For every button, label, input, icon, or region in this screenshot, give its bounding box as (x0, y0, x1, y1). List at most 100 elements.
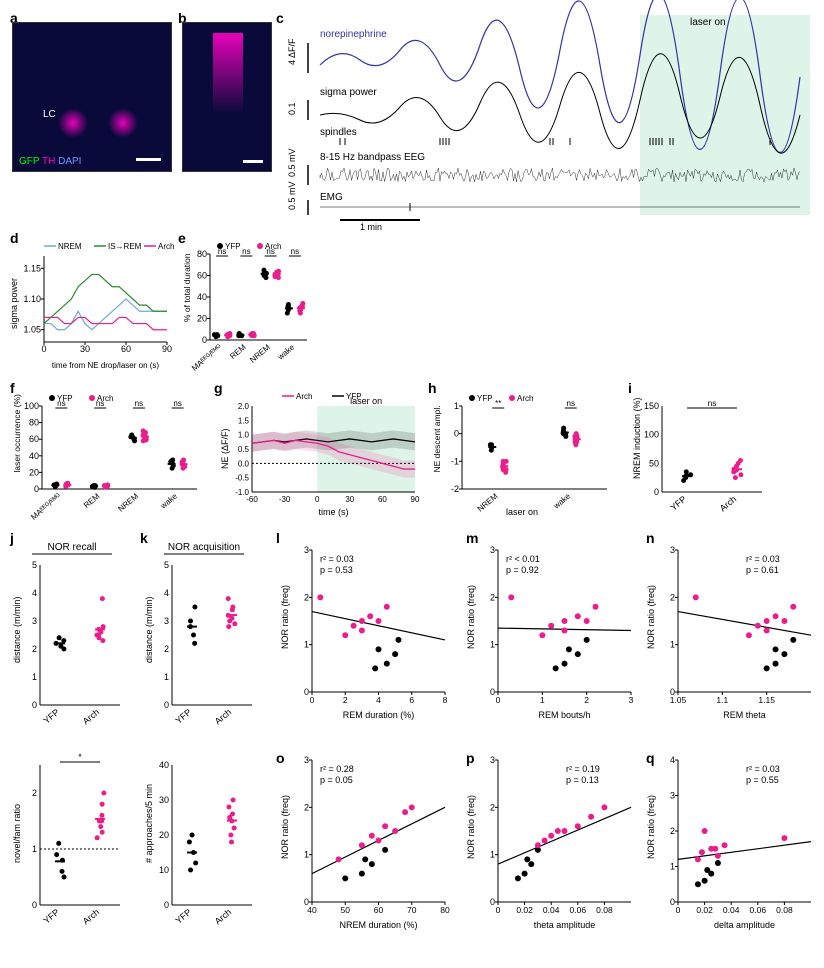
panel-c: laser on norepinephrine 4 ΔF/F sigma pow… (290, 15, 810, 225)
svg-text:YFP: YFP (41, 907, 61, 926)
svg-text:wake: wake (275, 342, 296, 362)
svg-text:0: 0 (676, 905, 681, 915)
svg-text:0: 0 (202, 335, 207, 345)
panel-a-micrograph: LC GFP TH DAPI (12, 22, 172, 172)
svg-text:YFP: YFP (668, 494, 688, 513)
svg-text:Arch: Arch (296, 392, 312, 401)
svg-text:10: 10 (159, 865, 169, 875)
svg-text:NOR ratio (freq): NOR ratio (freq) (280, 585, 290, 649)
svg-text:*: * (78, 752, 82, 762)
legend-dapi: DAPI (58, 156, 81, 167)
svg-text:2: 2 (164, 644, 169, 654)
svg-text:100: 100 (644, 430, 659, 440)
svg-text:NOR ratio (freq): NOR ratio (freq) (466, 585, 476, 649)
svg-text:20: 20 (29, 467, 39, 477)
svg-text:NREM: NREM (58, 242, 82, 251)
panel-p: 012300.020.040.060.08NOR ratio (freq)the… (466, 750, 636, 930)
svg-text:-1: -1 (451, 456, 459, 466)
svg-text:80: 80 (440, 905, 450, 915)
svg-text:30: 30 (345, 495, 354, 504)
svg-text:1.15: 1.15 (758, 695, 775, 705)
svg-text:0: 0 (654, 487, 659, 497)
svg-text:0.5 mV: 0.5 mV (287, 148, 297, 177)
svg-text:Arch: Arch (81, 707, 102, 727)
svg-text:theta amplitude: theta amplitude (534, 920, 596, 930)
svg-text:0: 0 (41, 344, 46, 354)
panel-j: NOR recall012345distance (m/min)YFPArch0… (12, 540, 132, 950)
svg-text:2: 2 (584, 695, 589, 705)
svg-text:0.04: 0.04 (723, 905, 740, 915)
svg-text:1.1: 1.1 (716, 695, 728, 705)
svg-text:NREM induction (%): NREM induction (%) (632, 397, 642, 479)
svg-text:0: 0 (34, 484, 39, 494)
panel-b-micrograph (182, 22, 272, 172)
svg-text:ns: ns (135, 399, 143, 408)
svg-text:MAᴱᴱᴳ/ᴱᴹᴳ: MAᴱᴱᴳ/ᴱᴹᴳ (190, 343, 223, 373)
svg-text:6: 6 (409, 695, 414, 705)
svg-text:80: 80 (29, 418, 39, 428)
svg-text:0.02: 0.02 (516, 905, 533, 915)
svg-text:1.05: 1.05 (23, 325, 41, 335)
svg-text:-30: -30 (279, 495, 291, 504)
svg-text:novel/fam ratio: novel/fam ratio (12, 804, 22, 863)
svg-text:delta amplitude: delta amplitude (714, 920, 775, 930)
svg-text:2: 2 (490, 592, 495, 602)
svg-text:-0.5: -0.5 (235, 474, 249, 483)
svg-text:1.0: 1.0 (238, 431, 250, 440)
svg-text:3: 3 (490, 545, 495, 555)
svg-text:3: 3 (490, 755, 495, 765)
panel-l: 012302468NOR ratio (freq)REM duration (%… (280, 540, 450, 720)
svg-text:r² = 0.19: r² = 0.19 (566, 764, 600, 774)
svg-text:p = 0.61: p = 0.61 (746, 565, 779, 575)
svg-text:0.04: 0.04 (543, 905, 560, 915)
svg-text:YFP: YFP (225, 242, 241, 251)
svg-text:NREM duration (%): NREM duration (%) (339, 920, 417, 930)
svg-text:2: 2 (32, 788, 37, 798)
svg-text:YFP: YFP (41, 707, 61, 726)
svg-text:0: 0 (315, 495, 320, 504)
svg-text:-60: -60 (246, 495, 258, 504)
svg-text:0.0: 0.0 (238, 459, 250, 468)
svg-text:0.02: 0.02 (696, 905, 713, 915)
svg-text:2: 2 (304, 802, 309, 812)
svg-text:0: 0 (454, 429, 459, 439)
panel-g: laser on-1.0-0.50.00.51.01.52.0-60-30030… (220, 392, 420, 517)
svg-text:8: 8 (443, 695, 448, 705)
svg-text:p = 0.53: p = 0.53 (320, 565, 353, 575)
svg-text:0: 0 (670, 897, 675, 907)
svg-text:2.0: 2.0 (238, 402, 250, 411)
svg-text:0: 0 (32, 900, 37, 910)
svg-text:REM: REM (228, 342, 248, 361)
svg-text:ns: ns (708, 399, 716, 408)
svg-text:p = 0.05: p = 0.05 (320, 775, 353, 785)
svg-text:NE (ΔF/F): NE (ΔF/F) (220, 428, 230, 469)
svg-text:0.5 mV: 0.5 mV (287, 181, 297, 210)
svg-text:Arch: Arch (97, 394, 113, 403)
svg-text:0: 0 (164, 700, 169, 710)
svg-text:5: 5 (164, 560, 169, 570)
svg-text:Arch: Arch (265, 242, 281, 251)
svg-text:distance (m/min): distance (m/min) (12, 596, 22, 663)
svg-text:p = 0.55: p = 0.55 (746, 775, 779, 785)
panel-o: 01234050607080NOR ratio (freq)NREM durat… (280, 750, 450, 930)
svg-text:4: 4 (32, 588, 37, 598)
svg-text:MAᴱᴱᴳ/ᴱᴹᴳ: MAᴱᴱᴳ/ᴱᴹᴳ (29, 492, 62, 522)
svg-text:time (s): time (s) (319, 507, 349, 517)
svg-text:0: 0 (490, 897, 495, 907)
svg-text:1: 1 (32, 672, 37, 682)
panel-k: NOR acquisition012345distance (m/min)YFP… (144, 540, 264, 950)
svg-text:30: 30 (80, 344, 90, 354)
svg-text:0: 0 (310, 695, 315, 705)
svg-text:0.5: 0.5 (238, 445, 250, 454)
svg-text:sigma power: sigma power (320, 87, 377, 98)
svg-text:EMG: EMG (320, 192, 343, 203)
svg-text:NOR ratio (freq): NOR ratio (freq) (646, 585, 656, 649)
svg-text:4: 4 (376, 695, 381, 705)
svg-text:80: 80 (197, 249, 207, 259)
svg-text:70: 70 (407, 905, 417, 915)
svg-text:1: 1 (164, 672, 169, 682)
svg-text:0.06: 0.06 (750, 905, 767, 915)
svg-text:1: 1 (670, 862, 675, 872)
svg-text:r² = 0.03: r² = 0.03 (746, 554, 780, 564)
panel-n: 01231.051.11.15NOR ratio (freq)REM theta… (646, 540, 816, 720)
